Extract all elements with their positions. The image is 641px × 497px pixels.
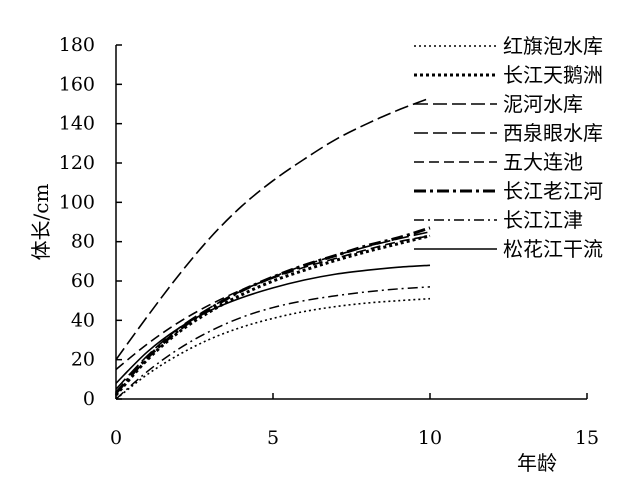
legend-label-5: 五大连池 [503,150,583,174]
x-axis-title: 年龄 [517,451,557,475]
series-line-2 [114,234,431,397]
y-tick-label: 180 [59,34,95,56]
x-axis-ticks: 0 5 10 15 [110,393,599,449]
legend-label-6: 长江老江河 [503,179,603,203]
y-tick-label: 0 [83,388,95,410]
legend-label-7: 长江江津 [503,208,583,232]
y-tick-label: 60 [71,270,95,292]
y-tick-label: 120 [59,152,95,174]
x-tick-label: 10 [418,427,442,449]
series-line-5 [115,234,431,371]
y-axis-ticks: 0 20 40 60 80 100 120 140 160 180 [59,34,122,410]
legend-label-8: 松花江干流 [503,237,603,261]
x-tick-label: 15 [575,427,599,449]
series-line-7 [115,286,431,400]
series-line-4 [115,231,431,390]
legend-label-2: 长江天鹅洲 [503,63,603,87]
y-tick-label: 140 [59,113,95,135]
y-axis-title: 体长/cm [29,184,53,261]
y-tick-label: 100 [59,191,95,213]
y-tick-label: 20 [71,349,95,371]
series-line-1 [115,297,431,400]
y-tick-label: 40 [71,309,95,331]
y-tick-label: 80 [71,231,95,253]
legend-label-4: 西泉眼水库 [503,121,603,145]
series-line-6 [114,226,431,395]
y-tick-label: 160 [59,73,95,95]
legend-label-3: 泥河水库 [503,92,583,116]
series-lines [114,97,431,400]
series-line-3 [115,97,431,361]
x-tick-label: 0 [110,427,122,449]
axes [115,45,587,400]
legend-label-1: 红旗泡水库 [503,34,603,58]
series-line-8 [115,264,431,384]
x-tick-label: 5 [267,427,279,449]
